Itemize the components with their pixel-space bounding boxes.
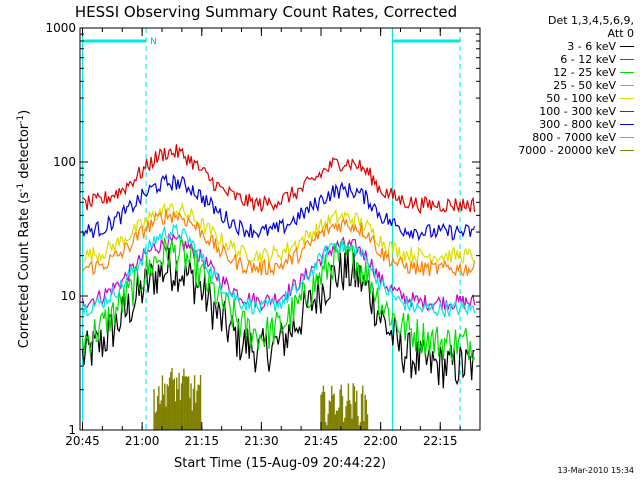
series-6-12-kev bbox=[81, 232, 476, 312]
legend-swatch bbox=[620, 46, 634, 47]
legend-entry: 25 - 50 keV bbox=[478, 79, 634, 92]
legend-entry: 12 - 25 keV bbox=[478, 66, 634, 79]
legend-swatch bbox=[620, 59, 634, 60]
legend-header-line-2: Att 0 bbox=[607, 27, 634, 40]
legend-swatch bbox=[620, 72, 634, 73]
y-tick-label: 1000 bbox=[45, 21, 76, 35]
y-tick-label: 100 bbox=[53, 155, 76, 169]
legend-swatch bbox=[620, 124, 634, 125]
x-tick-label: 21:30 bbox=[244, 434, 279, 448]
generation-timestamp: 13-Mar-2010 15:34 bbox=[557, 466, 635, 475]
y-tick-label: 10 bbox=[61, 289, 76, 303]
legend-entry-label: 12 - 25 keV bbox=[553, 66, 616, 79]
series-50-100-kev bbox=[82, 202, 475, 266]
legend-swatch bbox=[620, 150, 634, 151]
x-axis-label: Start Time (15-Aug-09 20:44:22) bbox=[174, 456, 386, 471]
legend-entry-label: 3 - 6 keV bbox=[567, 40, 616, 53]
legend-entry-label: 800 - 7000 keV bbox=[532, 131, 616, 144]
legend-entry: 3 - 6 keV bbox=[478, 40, 634, 53]
plot-area: N bbox=[81, 28, 476, 430]
legend: Det 1,3,4,5,6,9, Att 0 3 - 6 keV 6 - 12 k… bbox=[478, 14, 634, 157]
legend-entry: 6 - 12 keV bbox=[478, 53, 634, 66]
legend-entry: 100 - 300 keV bbox=[478, 105, 634, 118]
legend-entry: 800 - 7000 keV bbox=[478, 131, 634, 144]
series-7000-20000-kev bbox=[153, 368, 369, 430]
chart-title: HESSI Observing Summary Count Rates, Cor… bbox=[75, 3, 457, 21]
legend-header-line-1: Det 1,3,4,5,6,9, bbox=[547, 14, 634, 27]
legend-swatch bbox=[620, 85, 634, 86]
series-12-25-kev bbox=[81, 236, 476, 363]
legend-entry-label: 300 - 800 keV bbox=[539, 118, 616, 131]
legend-entry-label: 6 - 12 keV bbox=[560, 53, 616, 66]
legend-entry: 7000 - 20000 keV bbox=[478, 144, 634, 157]
legend-entry-label: 100 - 300 keV bbox=[539, 105, 616, 118]
series-3-6-kev bbox=[81, 247, 475, 389]
legend-swatch bbox=[620, 137, 634, 138]
x-axis: 20:45 21:00 21:15 21:30 21:45 22:00 22:15 bbox=[65, 28, 481, 448]
legend-entry: 300 - 800 keV bbox=[478, 118, 634, 131]
y-axis: 1 10 100 1000 bbox=[45, 21, 480, 437]
y-axis-label: Corrected Count Rate (s-1 detector-1) bbox=[16, 110, 32, 348]
y-tick-label: 1 bbox=[68, 423, 76, 437]
legend-entry: 50 - 100 keV bbox=[478, 92, 634, 105]
x-tick-label: 21:15 bbox=[184, 434, 219, 448]
flag-marker-label: N bbox=[150, 37, 157, 47]
x-tick-label: 21:00 bbox=[125, 434, 160, 448]
x-tick-label: 20:45 bbox=[65, 434, 100, 448]
x-tick-label: 21:45 bbox=[304, 434, 339, 448]
legend-entry-label: 50 - 100 keV bbox=[546, 92, 616, 105]
legend-entry-label: 7000 - 20000 keV bbox=[518, 144, 616, 157]
legend-entry-label: 25 - 50 keV bbox=[553, 79, 616, 92]
x-tick-label: 22:00 bbox=[363, 434, 398, 448]
plot-frame bbox=[79, 27, 481, 431]
series-800-7000-kev bbox=[81, 209, 476, 277]
legend-swatch bbox=[620, 98, 634, 99]
x-tick-label: 22:15 bbox=[423, 434, 458, 448]
legend-swatch bbox=[620, 111, 634, 112]
series-100-300-kev bbox=[82, 144, 476, 215]
series-300-800-kev bbox=[81, 173, 476, 242]
series-25-50-kev bbox=[81, 223, 476, 318]
legend-entries: 3 - 6 keV 6 - 12 keV 12 - 25 keV 25 - 50 ke… bbox=[478, 40, 634, 157]
